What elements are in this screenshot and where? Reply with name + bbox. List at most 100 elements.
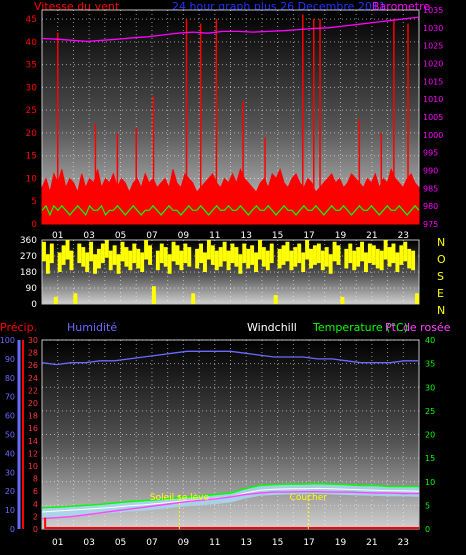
precip-y-tick: 8 bbox=[33, 475, 38, 484]
dir-y-tick: 0 bbox=[31, 300, 37, 310]
humidity-y-tick: 100 bbox=[0, 336, 15, 345]
precip-y-tick: 30 bbox=[28, 336, 38, 345]
wind-y-tick: 15 bbox=[26, 152, 37, 162]
compass-letter: N bbox=[437, 236, 445, 249]
precip-y-tick: 14 bbox=[28, 437, 38, 446]
baro-y-tick: 1000 bbox=[423, 131, 443, 140]
x-tick-label: 13 bbox=[240, 538, 251, 548]
temp-y-tick: 10 bbox=[425, 478, 435, 487]
x-tick-label: 01 bbox=[52, 538, 63, 548]
baro-y-tick: 1025 bbox=[423, 42, 443, 51]
sun-marker-label: Coucher bbox=[290, 493, 328, 503]
x-tick-label: 05 bbox=[115, 538, 126, 548]
wind-y-tick: 25 bbox=[26, 106, 37, 116]
x-tick-label: 23 bbox=[398, 231, 409, 241]
precip-y-tick: 26 bbox=[28, 361, 38, 370]
precip-y-tick: 18 bbox=[28, 412, 38, 421]
humidity-line bbox=[41, 350, 419, 366]
baro-y-tick: 990 bbox=[423, 167, 438, 176]
humidity-y-tick: 40 bbox=[5, 449, 15, 458]
temp-y-tick: 30 bbox=[425, 383, 435, 392]
precip-y-tick: 22 bbox=[28, 386, 38, 395]
dir-y-tick: 180 bbox=[20, 268, 37, 278]
x-tick-label: 03 bbox=[83, 231, 94, 241]
x-tick-label: 19 bbox=[335, 538, 347, 548]
x-tick-label: 17 bbox=[303, 231, 314, 241]
precip-y-tick: 0 bbox=[33, 525, 38, 534]
baro-y-tick: 975 bbox=[423, 220, 438, 229]
windchill-title: Windchill bbox=[247, 321, 297, 334]
humidity-y-tick: 30 bbox=[5, 468, 15, 477]
x-tick-label: 23 bbox=[398, 538, 409, 548]
baro-y-tick: 995 bbox=[423, 149, 438, 158]
baro-y-tick: 1035 bbox=[423, 6, 443, 15]
precip-y-tick: 16 bbox=[28, 424, 38, 433]
x-tick-label: 09 bbox=[178, 538, 190, 548]
x-tick-label: 03 bbox=[83, 538, 94, 548]
humidity-y-tick: 80 bbox=[5, 374, 15, 383]
baro-y-tick: 1005 bbox=[423, 113, 443, 122]
precip-title: Précip. bbox=[0, 321, 37, 334]
barometer-line bbox=[41, 16, 420, 43]
x-tick-label: 21 bbox=[366, 231, 377, 241]
wind-y-tick: 30 bbox=[26, 83, 38, 93]
precip-y-tick: 28 bbox=[28, 349, 38, 358]
sun-marker-label: Soleil se lève bbox=[150, 492, 210, 503]
x-tick-label: 13 bbox=[240, 231, 251, 241]
dir-y-tick: 270 bbox=[20, 252, 37, 262]
dewpoint-title: Pt. de rosée bbox=[385, 321, 451, 334]
precip-y-tick: 4 bbox=[33, 500, 38, 509]
compass-letter: N bbox=[437, 304, 445, 317]
x-tick-label: 01 bbox=[52, 231, 63, 241]
x-tick-label: 17 bbox=[303, 538, 314, 548]
temp-y-tick: 35 bbox=[425, 360, 435, 369]
wind-y-tick: 20 bbox=[26, 129, 38, 139]
x-tick-label: 19 bbox=[335, 231, 347, 241]
x-tick-label: 21 bbox=[366, 538, 377, 548]
dewpoint-line bbox=[41, 491, 419, 520]
x-tick-label: 07 bbox=[146, 538, 157, 548]
compass-letter: O bbox=[437, 253, 446, 266]
temp-y-tick: 20 bbox=[425, 431, 435, 440]
compass-letter: S bbox=[437, 270, 444, 283]
x-tick-label: 11 bbox=[209, 538, 220, 548]
wind-y-tick: 45 bbox=[26, 15, 37, 25]
temp-y-tick: 25 bbox=[425, 407, 435, 416]
temperature-title: Temperature (°C) bbox=[312, 321, 408, 334]
precip-y-tick: 12 bbox=[28, 449, 38, 458]
wind-y-tick: 10 bbox=[26, 174, 38, 184]
wind-y-tick: 0 bbox=[31, 220, 37, 230]
dir-y-tick: 90 bbox=[26, 284, 38, 294]
humidity-y-tick: 0 bbox=[10, 525, 15, 534]
precip-y-tick: 6 bbox=[33, 487, 38, 496]
temp-y-tick: 15 bbox=[425, 454, 435, 463]
precip-line bbox=[44, 517, 419, 529]
x-tick-label: 11 bbox=[209, 231, 220, 241]
temp-y-tick: 5 bbox=[425, 501, 430, 510]
baro-y-tick: 1010 bbox=[423, 95, 443, 104]
precip-y-tick: 24 bbox=[28, 374, 38, 383]
x-tick-label: 15 bbox=[272, 538, 283, 548]
precip-y-tick: 20 bbox=[28, 399, 38, 408]
baro-y-tick: 1020 bbox=[423, 60, 443, 69]
x-tick-label: 09 bbox=[178, 231, 190, 241]
x-tick-label: 05 bbox=[115, 231, 126, 241]
baro-y-tick: 1015 bbox=[423, 77, 443, 86]
humidity-y-tick: 10 bbox=[5, 506, 15, 515]
x-tick-label: 07 bbox=[146, 231, 157, 241]
wind-min-line bbox=[41, 204, 420, 217]
humidity-y-tick: 20 bbox=[5, 487, 15, 496]
temp-y-tick: 40 bbox=[425, 336, 435, 345]
precip-y-tick: 2 bbox=[33, 512, 38, 521]
wind-y-tick: 40 bbox=[26, 38, 38, 48]
humidity-y-tick: 50 bbox=[5, 431, 15, 440]
dir-y-tick: 360 bbox=[20, 236, 37, 246]
humidity-y-tick: 70 bbox=[5, 393, 15, 402]
compass-letter: E bbox=[437, 287, 444, 300]
x-tick-label: 15 bbox=[272, 231, 283, 241]
baro-y-tick: 980 bbox=[423, 202, 438, 211]
wind-y-tick: 35 bbox=[26, 61, 37, 71]
humidity-title: Humidité bbox=[67, 321, 117, 334]
baro-y-tick: 985 bbox=[423, 184, 438, 193]
